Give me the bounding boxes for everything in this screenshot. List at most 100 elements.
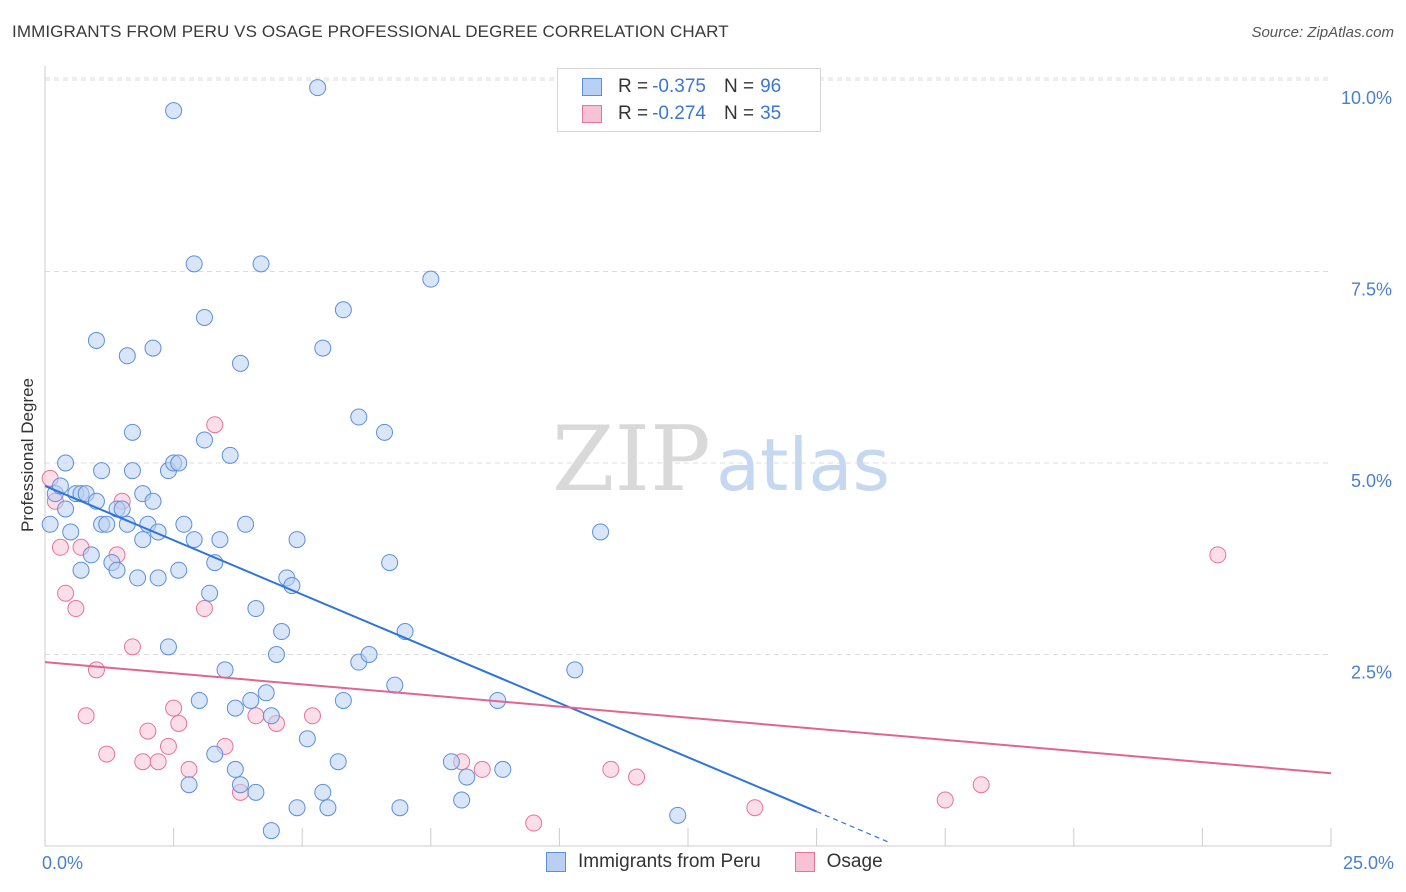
legend-r-value-peru: -0.375 <box>652 76 706 97</box>
peru-point <box>242 691 260 709</box>
osage-point <box>1209 546 1227 564</box>
osage-points <box>41 416 1227 832</box>
peru-point <box>175 515 193 533</box>
peru-point <box>118 347 136 365</box>
peru-point <box>592 523 610 541</box>
x-tick-label: 0.0% <box>42 853 83 873</box>
osage-point <box>67 600 85 618</box>
legend-n-label: N = <box>723 76 755 97</box>
osage-point <box>139 722 157 740</box>
x-tick-label: 25.0% <box>1343 853 1394 873</box>
peru-trend-line <box>44 485 817 813</box>
peru-point <box>211 531 229 549</box>
osage-point <box>746 799 764 817</box>
series-swatch-peru <box>546 852 566 872</box>
legend-swatch-peru <box>582 78 602 96</box>
watermark-atlas: atlas <box>716 423 890 507</box>
peru-point <box>288 799 306 817</box>
osage-point <box>247 707 265 725</box>
series-legend: Immigrants from Peru Osage <box>546 851 917 873</box>
chart-title: IMMIGRANTS FROM PERU VS OSAGE PROFESSION… <box>12 22 729 41</box>
peru-point <box>206 745 224 763</box>
legend-r-label: R = <box>618 103 649 124</box>
peru-point <box>123 462 141 480</box>
peru-point <box>216 661 234 679</box>
peru-point <box>226 699 244 717</box>
peru-point <box>273 623 291 641</box>
peru-point <box>41 515 59 533</box>
osage-point <box>170 714 188 732</box>
y-tick-label: 5.0% <box>1351 471 1392 491</box>
peru-point <box>201 584 219 602</box>
peru-point <box>57 454 75 472</box>
legend-swatch-osage <box>582 105 602 123</box>
series-label-osage: Osage <box>826 851 883 872</box>
osage-point <box>98 745 116 763</box>
peru-point <box>113 500 131 518</box>
peru-point <box>314 783 332 801</box>
series-legend-peru[interactable]: Immigrants from Peru <box>546 851 761 873</box>
peru-point <box>123 423 141 441</box>
osage-point <box>936 791 954 809</box>
legend-row-osage: R = -0.274 N = 35 <box>582 101 781 127</box>
peru-point <box>129 569 147 587</box>
peru-point <box>226 760 244 778</box>
peru-point <box>185 255 203 273</box>
chart-source: Source: ZipAtlas.com <box>1251 24 1394 41</box>
peru-point <box>391 799 409 817</box>
osage-point <box>57 584 75 602</box>
peru-point <box>190 691 208 709</box>
peru-point <box>144 339 162 357</box>
osage-point <box>628 768 646 786</box>
trend-lines <box>44 485 1332 843</box>
peru-point <box>267 646 285 663</box>
y-tick-label: 2.5% <box>1351 663 1392 683</box>
peru-point <box>159 638 177 656</box>
peru-point <box>381 554 399 572</box>
peru-point <box>262 707 280 725</box>
peru-point <box>386 676 404 694</box>
peru-point <box>72 561 90 579</box>
series-legend-osage[interactable]: Osage <box>794 851 883 873</box>
peru-point <box>170 454 188 472</box>
osage-point <box>77 707 95 725</box>
watermark-zip: ZIP <box>552 407 711 512</box>
peru-point <box>442 753 460 771</box>
osage-point <box>206 416 224 434</box>
peru-point <box>669 806 687 824</box>
peru-point <box>134 531 152 549</box>
peru-point <box>247 600 265 618</box>
peru-point <box>231 776 249 794</box>
peru-point <box>93 462 111 480</box>
peru-point <box>319 799 337 817</box>
peru-point <box>314 339 332 357</box>
peru-point <box>87 331 105 349</box>
legend-r-label: R = <box>618 76 649 97</box>
osage-point <box>180 760 198 778</box>
peru-point <box>82 546 100 564</box>
osage-point <box>473 760 491 778</box>
osage-point <box>525 814 543 832</box>
peru-point <box>283 577 301 595</box>
osage-point <box>195 600 213 618</box>
peru-point <box>144 492 162 510</box>
series-label-peru: Immigrants from Peru <box>578 851 761 872</box>
y-tick-label: 10.0% <box>1341 88 1392 108</box>
legend-r-value-osage: -0.274 <box>652 103 706 124</box>
osage-point <box>165 699 183 717</box>
peru-point <box>309 79 327 97</box>
peru-point <box>108 561 126 579</box>
osage-point <box>149 753 167 771</box>
osage-point <box>159 737 177 755</box>
peru-point <box>62 523 80 541</box>
legend-row-peru: R = -0.375 N = 96 <box>582 74 781 100</box>
axes <box>44 66 1332 847</box>
peru-point <box>57 500 75 518</box>
y-tick-label: 7.5% <box>1351 280 1392 300</box>
correlation-legend: R = -0.375 N = 96 R = -0.274 N = 35 <box>557 68 821 132</box>
peru-point <box>376 423 394 441</box>
peru-point <box>221 446 239 464</box>
peru-point <box>422 270 440 288</box>
legend-n-label: N = <box>723 103 755 124</box>
